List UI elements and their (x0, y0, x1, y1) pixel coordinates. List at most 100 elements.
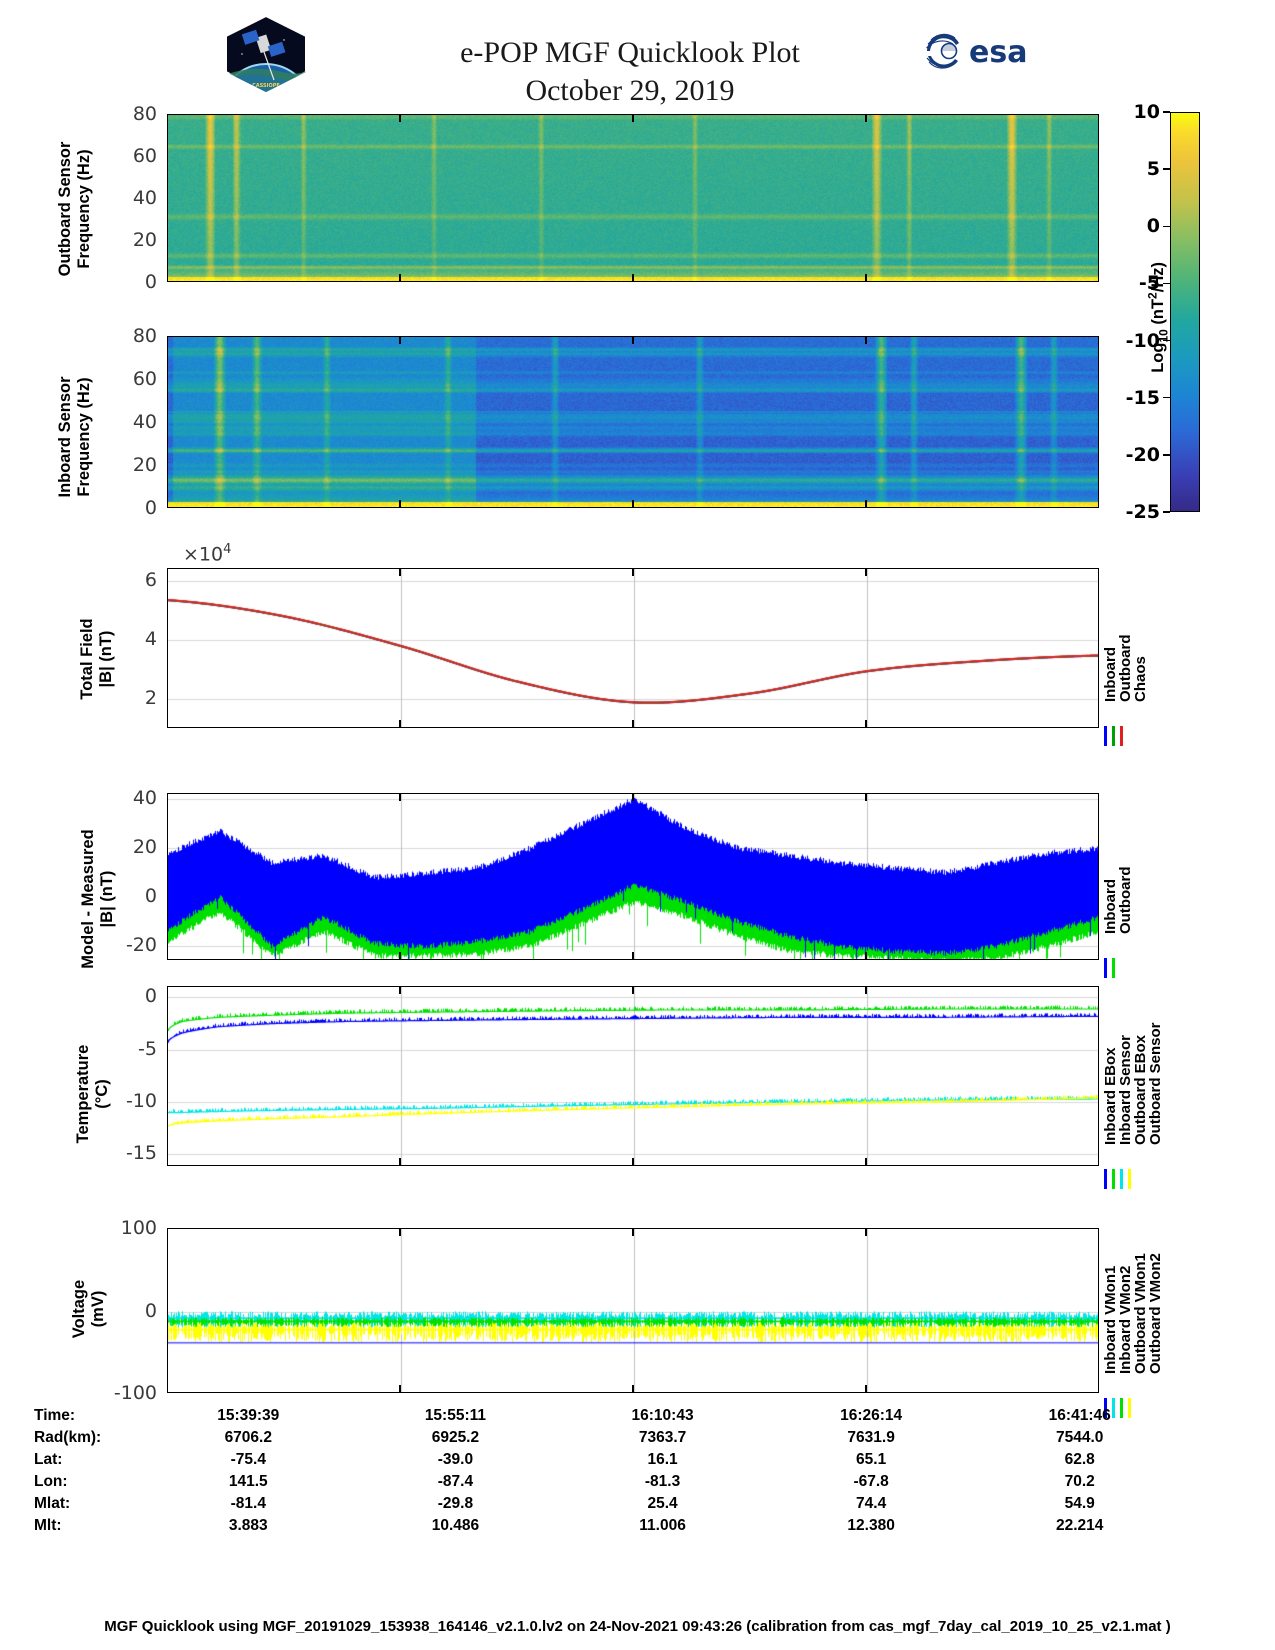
legend-swatches (1104, 1169, 1131, 1189)
temperature-legend: Inboard EBox Inboard Sensor Outboard EBox O… (1102, 986, 1172, 1189)
colorbar-tick-label: 0 (1146, 215, 1160, 238)
x-tick-mark (865, 720, 867, 728)
page-header: CASSIOPE e-POP MGF Quicklook Plot Octobe… (0, 0, 1275, 110)
voltage-axes[interactable] (167, 1228, 1099, 1393)
ephemeris-cell: 70.2 (1064, 1473, 1095, 1490)
y-tick-label: 20 (132, 836, 157, 859)
legend-swatch (1120, 726, 1123, 746)
colorbar-tick-mark (1163, 111, 1170, 113)
colorbar-tick-label: -15 (1125, 386, 1160, 409)
x-tick-mark (399, 568, 401, 576)
ephemeris-cell: -81.4 (230, 1495, 266, 1512)
x-tick-mark (632, 568, 634, 576)
voltage-ylabel: Voltage (mV) (70, 1279, 107, 1339)
legend-swatch (1120, 1398, 1123, 1418)
colorbar-gradient (1170, 112, 1200, 512)
x-tick-mark (399, 1158, 401, 1166)
x-tick-mark (399, 720, 401, 728)
x-tick-mark (399, 1385, 401, 1393)
ephemeris-table-grid: Time: 15:39:39 15:55:11 16:10:43 16:26:14 16:… (34, 1405, 1184, 1537)
outboard-spectrogram-ylabel: Outboard Sensor Frequency (Hz) (56, 141, 93, 277)
x-tick-mark (399, 986, 401, 994)
ephemeris-row: Rad(km): 6706.2 6925.2 7363.7 7631.9 7544.0 (34, 1427, 1184, 1449)
ephemeris-cell: 3.883 (228, 1517, 268, 1534)
ephemeris-table: Time: 15:39:39 15:55:11 16:10:43 16:26:14 16:… (0, 1405, 1275, 1537)
y-tick-label: 40 (132, 411, 157, 433)
ephemeris-cell: -75.4 (230, 1451, 266, 1468)
x-tick-mark (632, 114, 634, 122)
y-tick-label: 80 (132, 103, 157, 125)
x-tick-mark (632, 1385, 634, 1393)
y-tick-label: -5 (138, 1037, 157, 1060)
cassiope-mission-patch-icon: CASSIOPE (222, 14, 310, 94)
ephemeris-cell: 10.486 (431, 1517, 480, 1534)
ephemeris-cell: 16:10:43 (631, 1407, 694, 1424)
legend-swatch (1104, 726, 1107, 746)
page-title: e-POP MGF Quicklook Plot October 29, 201… (320, 34, 940, 110)
legend-swatch (1104, 1169, 1107, 1189)
y-tick-label: 40 (132, 786, 157, 809)
x-tick-mark (399, 952, 401, 960)
esa-logo-icon: esa (925, 32, 1040, 70)
inboard-spectrogram-axes[interactable] (167, 336, 1099, 508)
ephemeris-row: Time: 15:39:39 15:55:11 16:10:43 16:26:14 16:… (34, 1405, 1184, 1427)
x-tick-mark (632, 1158, 634, 1166)
ephemeris-cell: 62.8 (1064, 1451, 1095, 1468)
y-tick-label: -10 (125, 1090, 157, 1113)
x-tick-mark (865, 1385, 867, 1393)
x-tick-mark (632, 793, 634, 801)
voltage-plot (168, 1229, 1098, 1392)
x-tick-mark (632, 952, 634, 960)
x-tick-mark (632, 500, 634, 508)
ephemeris-cell: 74.4 (856, 1495, 887, 1512)
ephemeris-row-key: Lat: (34, 1451, 63, 1468)
ephemeris-row-key: Lon: (34, 1473, 68, 1490)
x-tick-mark (865, 274, 867, 282)
y-tick-label: 80 (132, 325, 157, 347)
x-tick-mark (865, 952, 867, 960)
ephemeris-cell: 6706.2 (224, 1429, 272, 1446)
y-tick-label: 60 (132, 145, 157, 167)
x-tick-mark (399, 1228, 401, 1236)
ephemeris-row: Lon: 141.5 -87.4 -81.3 -67.8 70.2 (34, 1471, 1184, 1493)
colorbar-tick-mark (1163, 397, 1170, 399)
x-tick-mark (632, 1228, 634, 1236)
ephemeris-cell: 12.380 (847, 1517, 895, 1534)
ephemeris-cell: 7631.9 (847, 1429, 895, 1446)
legend-swatch (1120, 1169, 1123, 1189)
title-line-1: e-POP MGF Quicklook Plot (460, 36, 800, 69)
x-tick-mark (865, 114, 867, 122)
x-tick-mark (865, 1158, 867, 1166)
colorbar-tick-label: -5 (1138, 272, 1160, 295)
x-tick-mark (865, 1228, 867, 1236)
temperature-axes[interactable] (167, 986, 1099, 1166)
outboard-spectrogram-axes[interactable] (167, 114, 1099, 282)
y-tick-label: 0 (144, 985, 157, 1008)
legend-swatch (1104, 958, 1107, 978)
ephemeris-row-key: Mlt: (34, 1517, 62, 1534)
model-minus-measured-axes[interactable] (167, 793, 1099, 960)
x-tick-mark (632, 336, 634, 344)
temperature-plot (168, 987, 1098, 1165)
ephemeris-cell: 7544.0 (1055, 1429, 1104, 1446)
colorbar-tick-label: -25 (1125, 501, 1160, 523)
ephemeris-cell: 65.1 (856, 1451, 887, 1468)
model-minus-measured-plot (168, 794, 1098, 959)
colorbar-tick-mark (1163, 511, 1170, 513)
legend-swatch (1112, 958, 1115, 978)
legend-swatch (1112, 1398, 1115, 1418)
title-line-2: October 29, 2019 (525, 74, 735, 107)
y-tick-label: -20 (125, 934, 157, 957)
ephemeris-cell: -29.8 (437, 1495, 474, 1512)
legend-swatches (1104, 958, 1115, 978)
legend-label: Outboard VMon2 (1147, 1253, 1164, 1374)
legend-swatch (1112, 726, 1115, 746)
ephemeris-cell: 141.5 (228, 1473, 268, 1490)
total-field-axes[interactable] (167, 568, 1099, 728)
y-tick-label: 4 (144, 628, 157, 651)
ephemeris-cell: 16:41:46 (1048, 1407, 1111, 1424)
y-tick-label: 2 (144, 687, 157, 710)
esa-logo-text: esa (969, 35, 1027, 70)
colorbar-tick-mark (1163, 339, 1170, 342)
ephemeris-cell: 6925.2 (431, 1429, 480, 1446)
